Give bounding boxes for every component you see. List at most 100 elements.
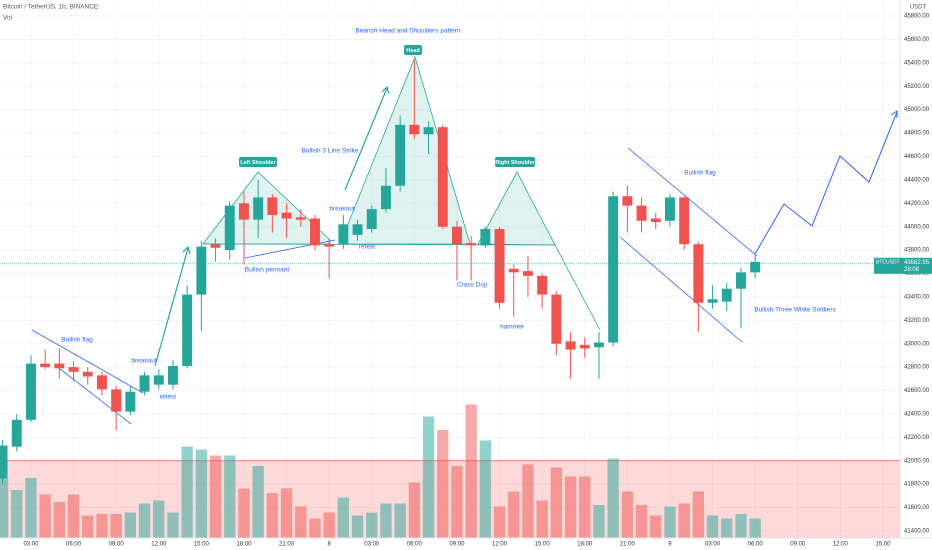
candle-body — [409, 124, 420, 135]
candle-body — [352, 224, 363, 235]
volume-bar — [508, 491, 520, 538]
last-price-label: 43682.95 — [904, 260, 930, 266]
flag-line — [54, 364, 132, 425]
volume-bar — [536, 500, 548, 538]
candle-body — [253, 197, 264, 220]
badge — [495, 157, 535, 167]
y-tick-label: 44000.00 — [904, 224, 930, 230]
annotation: Head — [406, 48, 419, 54]
candle-body — [68, 367, 79, 372]
volume-bar — [678, 503, 690, 538]
x-tick-label: 12:00 — [833, 542, 849, 548]
y-tick-label: 43600.00 — [904, 271, 930, 277]
y-tick-label: 44800.00 — [904, 131, 930, 137]
y-tick-label: 44600.00 — [904, 154, 930, 160]
drawings — [31, 55, 898, 425]
x-tick-label: 06:00 — [407, 542, 423, 548]
candle-body — [167, 365, 178, 385]
candle-body — [650, 218, 661, 223]
y-tick-label: 42800.00 — [904, 365, 930, 371]
volume-bar — [394, 503, 406, 538]
candle-body — [508, 268, 519, 273]
annotation: breakout — [131, 358, 156, 365]
x-tick-label: 9 — [668, 542, 672, 548]
volume-bar — [437, 430, 449, 538]
candle-body — [224, 205, 235, 251]
candle-body — [0, 445, 8, 479]
candle-body — [735, 272, 746, 289]
x-tick-label: 09:00 — [790, 542, 806, 548]
badge — [239, 157, 277, 167]
candle-body — [40, 363, 51, 368]
volume-bar — [11, 490, 23, 538]
x-tick-label: 03:00 — [705, 542, 721, 548]
arrows — [154, 85, 390, 367]
volume-bar — [522, 464, 534, 538]
candle-body — [707, 299, 718, 303]
candle-body — [480, 229, 491, 246]
annotation: breakout — [329, 206, 354, 213]
y-tick-label: 42600.00 — [904, 388, 930, 394]
volume-bar — [366, 512, 378, 538]
x-tick-label: 03:00 — [23, 542, 39, 548]
volume-bar — [0, 478, 9, 538]
volume-bar — [650, 515, 662, 538]
candle-body — [636, 205, 647, 221]
x-tick-label: 15:00 — [535, 542, 551, 548]
y-tick-label: 45000.00 — [904, 107, 930, 113]
candle-body — [593, 342, 604, 348]
candle-body — [565, 341, 576, 350]
x-tick-label: 12:00 — [492, 542, 508, 548]
annotation: Bullish flag — [684, 170, 716, 177]
volume-bar — [53, 502, 66, 538]
candle-body — [54, 363, 65, 369]
volume-bar — [195, 449, 208, 538]
x-tick-label: 06:00 — [66, 542, 82, 548]
arrow — [154, 247, 189, 367]
candles — [0, 59, 900, 485]
annotation: Bullish 3 Line Strike — [301, 148, 358, 155]
volume-bar — [465, 404, 477, 538]
annotation: retest — [359, 244, 375, 251]
volume-bar — [721, 518, 733, 538]
volume-bar — [224, 455, 236, 538]
candle-body — [210, 244, 221, 248]
candle-body — [96, 375, 107, 390]
volume-bar — [280, 488, 293, 538]
candle-body — [309, 218, 320, 246]
volume-bar — [337, 497, 350, 538]
candle-body — [125, 391, 136, 412]
candle-body — [281, 212, 292, 219]
pennant-line — [244, 239, 336, 259]
y-tick-label: 41400.00 — [904, 529, 930, 535]
symbol-label: BTCUSDT — [876, 260, 900, 266]
neckline-break — [554, 244, 601, 331]
y-tick-label: 45200.00 — [904, 84, 930, 90]
x-tick-label: 18:00 — [577, 542, 593, 548]
flag-line — [619, 236, 743, 343]
volume-bar — [138, 503, 151, 538]
volume-bar — [692, 491, 705, 538]
candle-body — [437, 127, 448, 227]
price-label-box — [874, 257, 932, 274]
background — [0, 0, 900, 538]
annotation: Bearish Head and Shoulders pattern — [355, 28, 461, 35]
annotation: Bullish pennant — [245, 267, 290, 274]
volume-bar — [252, 466, 264, 538]
x-tick-label: 21:00 — [279, 542, 295, 548]
arrow-head — [381, 85, 390, 95]
candle-body — [153, 375, 164, 385]
y-tick-label: 43800.00 — [904, 248, 930, 254]
annotation: retest — [160, 394, 176, 401]
x-tick-label: 12:00 — [151, 542, 167, 548]
volume-bar — [408, 482, 421, 538]
volume-bar — [621, 491, 634, 538]
flag-line — [31, 329, 144, 394]
x-tick-label: 09:00 — [109, 542, 125, 548]
volume-bar — [167, 512, 179, 538]
candle-body — [721, 288, 732, 302]
y-tick-label: 45800.00 — [904, 14, 930, 20]
annotation: Bullish Three White Soldiers — [754, 307, 836, 314]
